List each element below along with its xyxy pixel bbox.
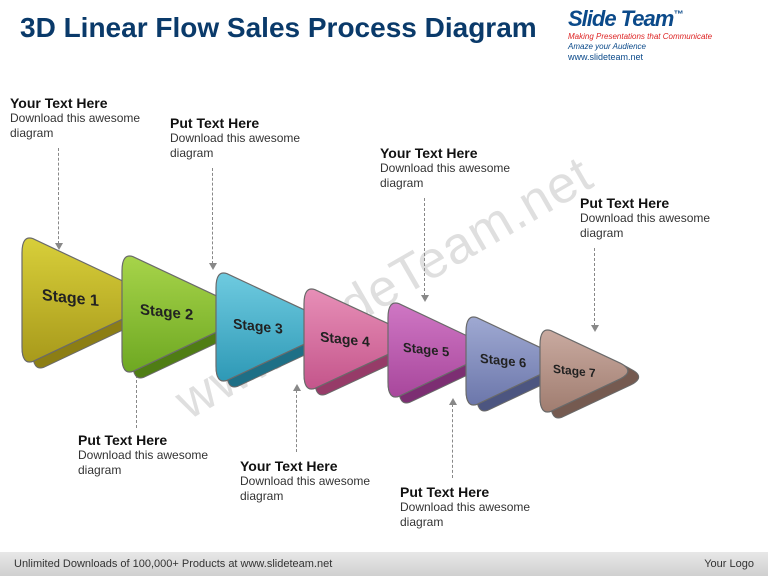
callout-sub: Download this awesome diagram [10,111,160,141]
callout-sub: Download this awesome diagram [170,131,320,161]
callout-head: Your Text Here [10,95,160,111]
callout-2: Put Text Here Download this awesome diag… [170,115,320,161]
callout-connector-1 [58,148,59,244]
callout-sub: Download this awesome diagram [78,448,228,478]
callout-3: Your Text Here Download this awesome dia… [380,145,530,191]
callout-sub: Download this awesome diagram [240,474,390,504]
callout-connector-2 [212,168,213,264]
callout-head: Your Text Here [240,458,390,474]
callout-4: Put Text Here Download this awesome diag… [580,195,730,241]
callout-head: Put Text Here [78,432,228,448]
callout-connector-3 [424,198,425,296]
callout-7: Put Text Here Download this awesome diag… [400,484,550,530]
callout-6: Your Text Here Download this awesome dia… [240,458,390,504]
callout-head: Put Text Here [170,115,320,131]
callout-head: Your Text Here [380,145,530,161]
stage-arrow-7 [540,327,662,441]
callout-head: Put Text Here [400,484,550,500]
footer-logo-placeholder: Your Logo [704,558,754,570]
callout-sub: Download this awesome diagram [580,211,730,241]
callout-5: Put Text Here Download this awesome diag… [78,432,228,478]
callout-1: Your Text Here Download this awesome dia… [10,95,160,141]
callout-head: Put Text Here [580,195,730,211]
diagram-canvas: Stage 1 Stage 2 Stage 3 [0,0,768,576]
callout-connector-4 [594,248,595,326]
footer-text: Unlimited Downloads of 100,000+ Products… [14,558,332,570]
footer-bar: Unlimited Downloads of 100,000+ Products… [0,552,768,576]
callout-sub: Download this awesome diagram [400,500,550,530]
callout-sub: Download this awesome diagram [380,161,530,191]
